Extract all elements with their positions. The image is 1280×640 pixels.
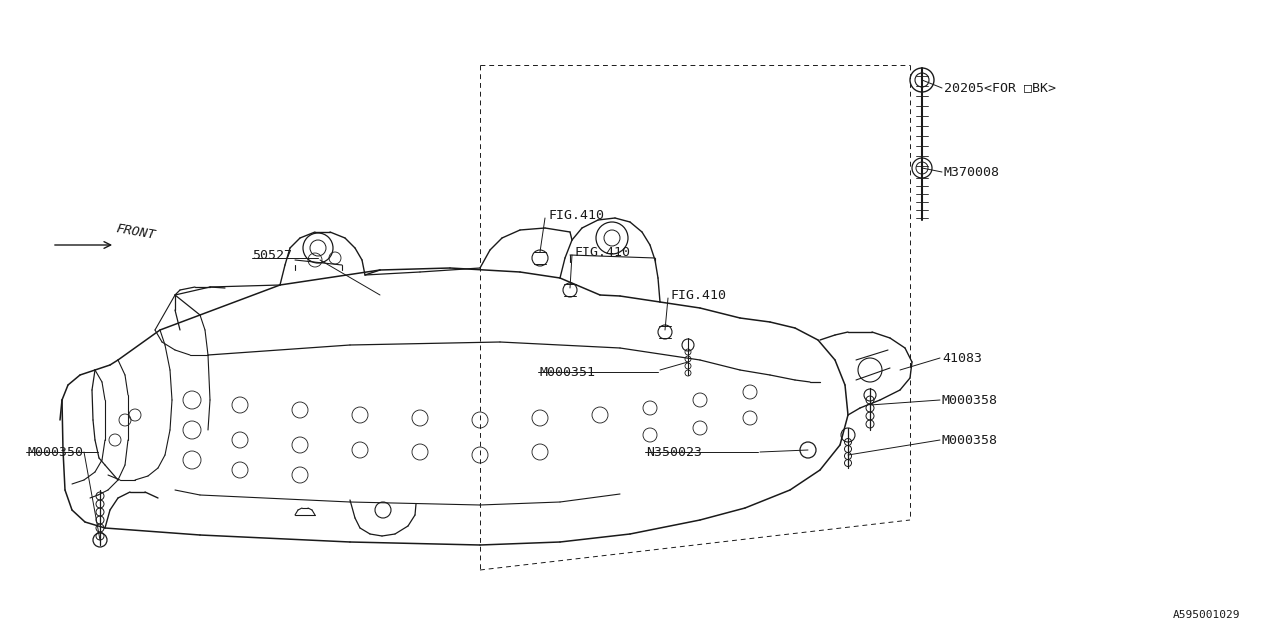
Text: FRONT: FRONT [115,222,156,242]
Text: 50527: 50527 [252,248,292,262]
Text: FIG.410: FIG.410 [573,246,630,259]
Text: 20205<FOR □BK>: 20205<FOR □BK> [945,81,1056,95]
Text: FIG.410: FIG.410 [669,289,726,301]
Text: M000350: M000350 [28,445,84,458]
Text: A595001029: A595001029 [1172,610,1240,620]
Text: M370008: M370008 [945,166,1000,179]
Text: M000358: M000358 [942,394,998,406]
Text: 41083: 41083 [942,351,982,365]
Text: M000358: M000358 [942,433,998,447]
Text: FIG.410: FIG.410 [548,209,604,221]
Text: M000351: M000351 [540,365,596,378]
Text: N350023: N350023 [646,445,701,458]
